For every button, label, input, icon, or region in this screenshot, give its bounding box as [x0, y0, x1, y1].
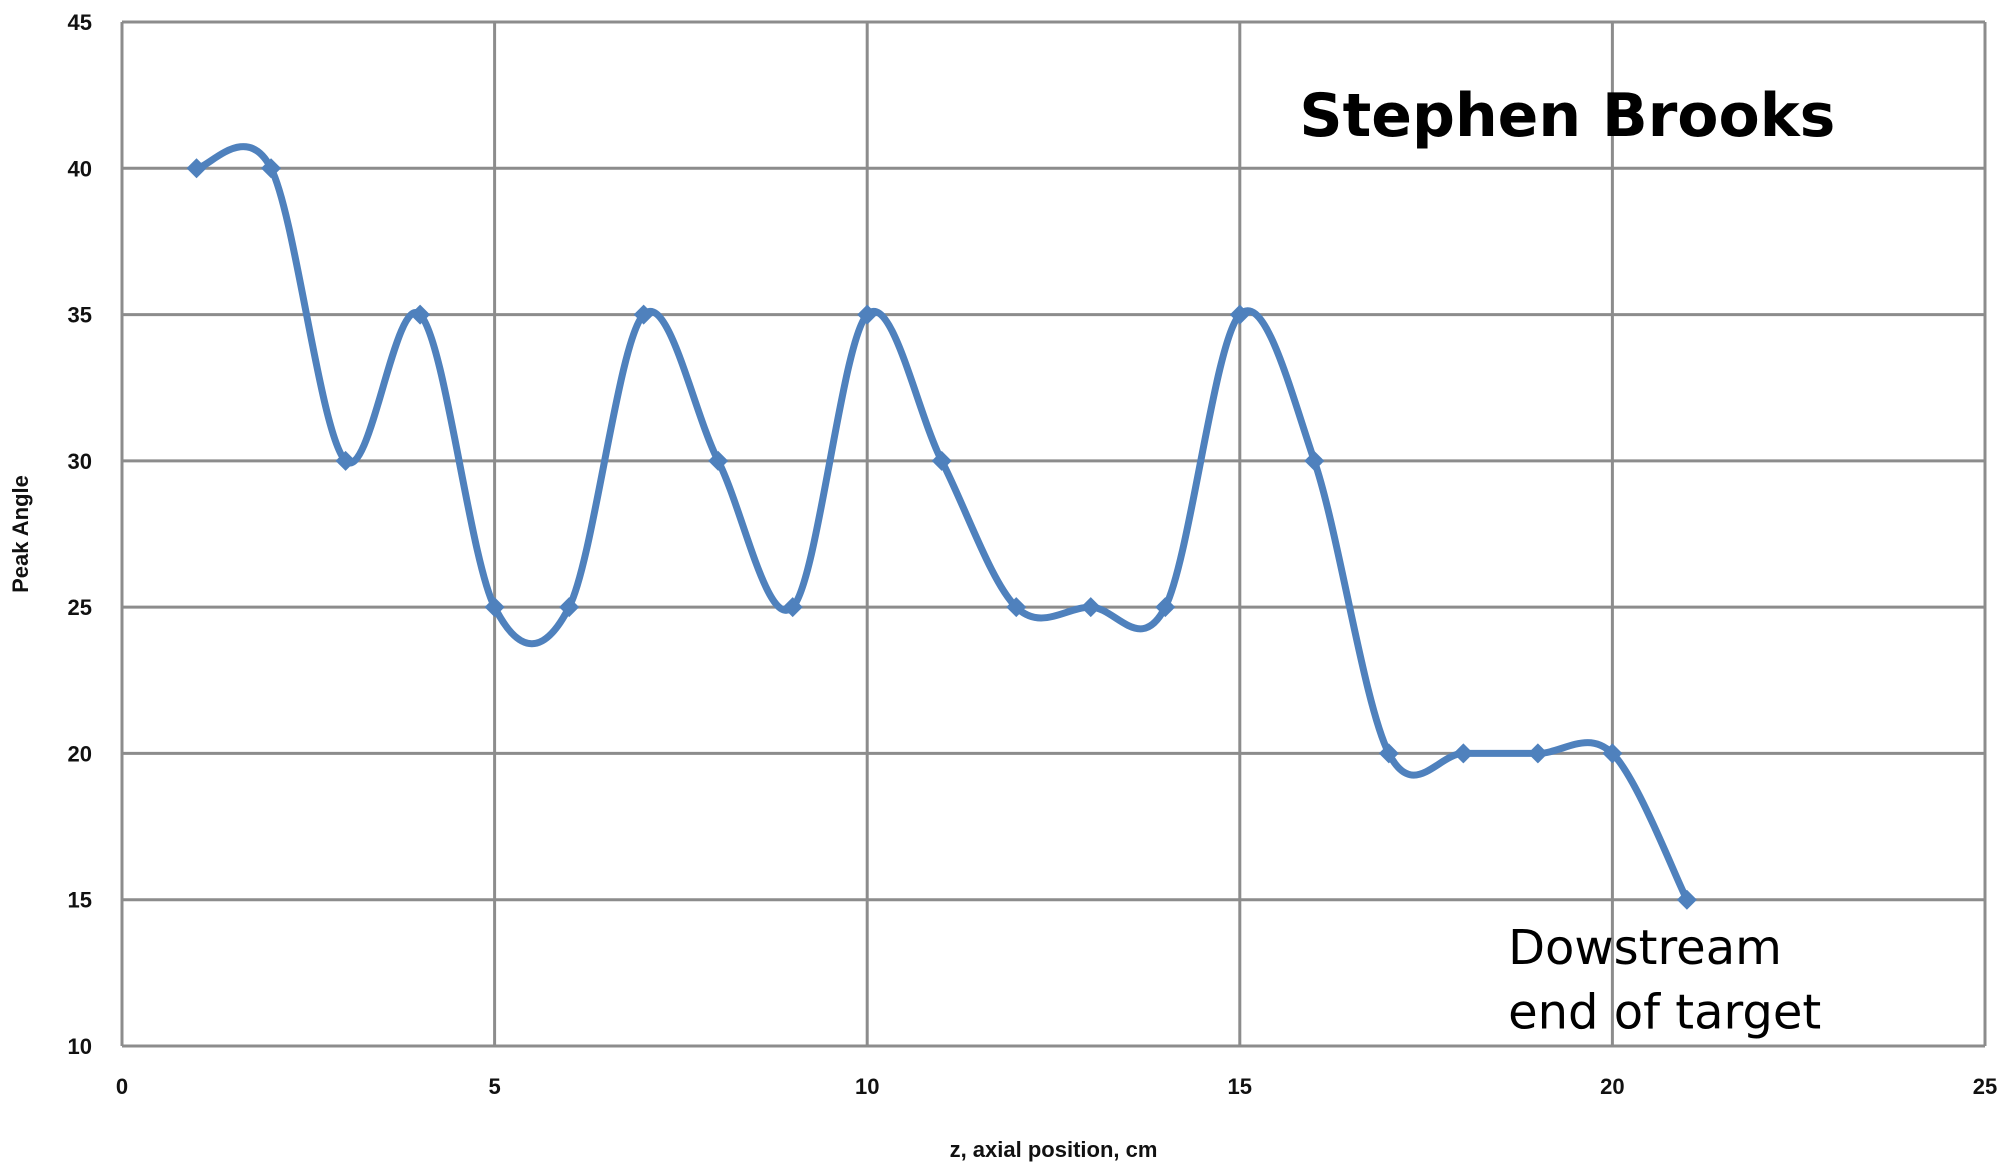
tick-labels: 0 5 10 15 20 25 10 15 20 25 30 35 40 45	[68, 10, 1998, 1099]
x-tick-label: 15	[1228, 1074, 1252, 1099]
gridlines	[120, 20, 1987, 1048]
data-point-marker	[1080, 597, 1101, 618]
y-tick-label: 30	[68, 449, 92, 474]
y-tick-label: 35	[68, 303, 92, 328]
data-point-marker	[1378, 743, 1399, 764]
data-point-marker	[1155, 597, 1176, 618]
data-point-marker	[1229, 304, 1250, 325]
data-point-marker	[708, 450, 729, 471]
y-axis-title: Peak Angle	[8, 475, 33, 593]
y-tick-label: 40	[68, 156, 92, 181]
series-markers	[186, 158, 1697, 910]
data-point-marker	[335, 450, 356, 471]
annotations: Stephen Brooks Dowstream end of target	[1299, 81, 1835, 1040]
annotation-text: Dowstream	[1508, 920, 1782, 976]
data-point-marker	[410, 304, 431, 325]
x-tick-label: 10	[855, 1074, 879, 1099]
data-point-marker	[1006, 597, 1027, 618]
data-point-marker	[261, 158, 282, 179]
data-point-marker	[1527, 743, 1548, 764]
data-point-marker	[186, 158, 207, 179]
y-tick-label: 15	[68, 888, 92, 913]
x-tick-label: 25	[1973, 1074, 1997, 1099]
data-point-marker	[931, 450, 952, 471]
y-tick-label: 20	[68, 741, 92, 766]
data-point-marker	[782, 597, 803, 618]
y-tick-label: 25	[68, 595, 92, 620]
data-point-marker	[1304, 450, 1325, 471]
data-point-marker	[559, 597, 580, 618]
data-point-marker	[633, 304, 654, 325]
data-point-marker	[1453, 743, 1474, 764]
annotation-text: Stephen Brooks	[1299, 81, 1835, 151]
data-point-marker	[484, 597, 505, 618]
data-point-marker	[857, 304, 878, 325]
y-tick-label: 45	[68, 10, 92, 35]
plot-area	[122, 22, 1985, 1046]
x-tick-label: 5	[488, 1074, 500, 1099]
annotation-text: end of target	[1508, 984, 1821, 1040]
data-point-marker	[1602, 743, 1623, 764]
data-point-marker	[1676, 889, 1697, 910]
x-tick-label: 20	[1600, 1074, 1624, 1099]
x-tick-label: 0	[116, 1074, 128, 1099]
x-axis-title: z, axial position, cm	[950, 1137, 1158, 1162]
y-tick-label: 10	[68, 1034, 92, 1059]
